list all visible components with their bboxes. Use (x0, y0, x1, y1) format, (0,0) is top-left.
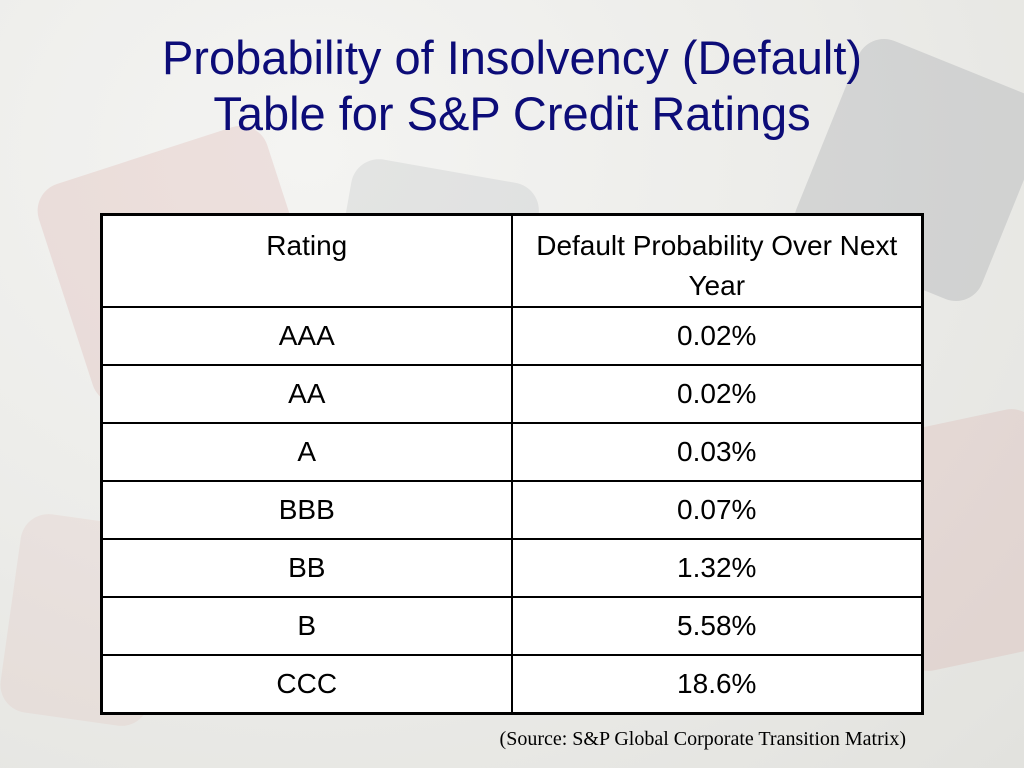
rating-cell: CCC (100, 654, 513, 714)
probability-cell: 5.58% (510, 596, 924, 656)
rating-cell: BB (100, 538, 513, 598)
source-citation: (Source: S&P Global Corporate Transition… (499, 728, 906, 750)
rating-cell: AAA (100, 306, 513, 366)
probability-cell: 0.03% (510, 422, 924, 482)
slide-title-line-2: Table for S&P Credit Ratings (213, 87, 811, 140)
header-default-probability: Default Probability Over Next Year (510, 213, 924, 308)
probability-cell: 0.07% (510, 480, 924, 540)
table-row: A 0.03% (100, 422, 924, 482)
slide-title: Probability of Insolvency (Default) Tabl… (40, 30, 984, 142)
probability-cell: 1.32% (510, 538, 924, 598)
table-row: AA 0.02% (100, 364, 924, 424)
table-row: BB 1.32% (100, 538, 924, 598)
rating-cell: BBB (100, 480, 513, 540)
probability-cell: 18.6% (510, 654, 924, 714)
slide-title-line-1: Probability of Insolvency (Default) (161, 31, 863, 84)
ratings-table: Rating Default Probability Over Next Yea… (100, 213, 924, 715)
table-row: CCC 18.6% (100, 654, 924, 714)
header-rating: Rating (100, 213, 513, 308)
probability-cell: 0.02% (510, 364, 924, 424)
table-header-row: Rating Default Probability Over Next Yea… (100, 213, 924, 308)
rating-cell: A (100, 422, 513, 482)
table-row: B 5.58% (100, 596, 924, 656)
rating-cell: AA (100, 364, 513, 424)
rating-cell: B (100, 596, 513, 656)
probability-cell: 0.02% (510, 306, 924, 366)
table-row: AAA 0.02% (100, 306, 924, 366)
table-row: BBB 0.07% (100, 480, 924, 540)
